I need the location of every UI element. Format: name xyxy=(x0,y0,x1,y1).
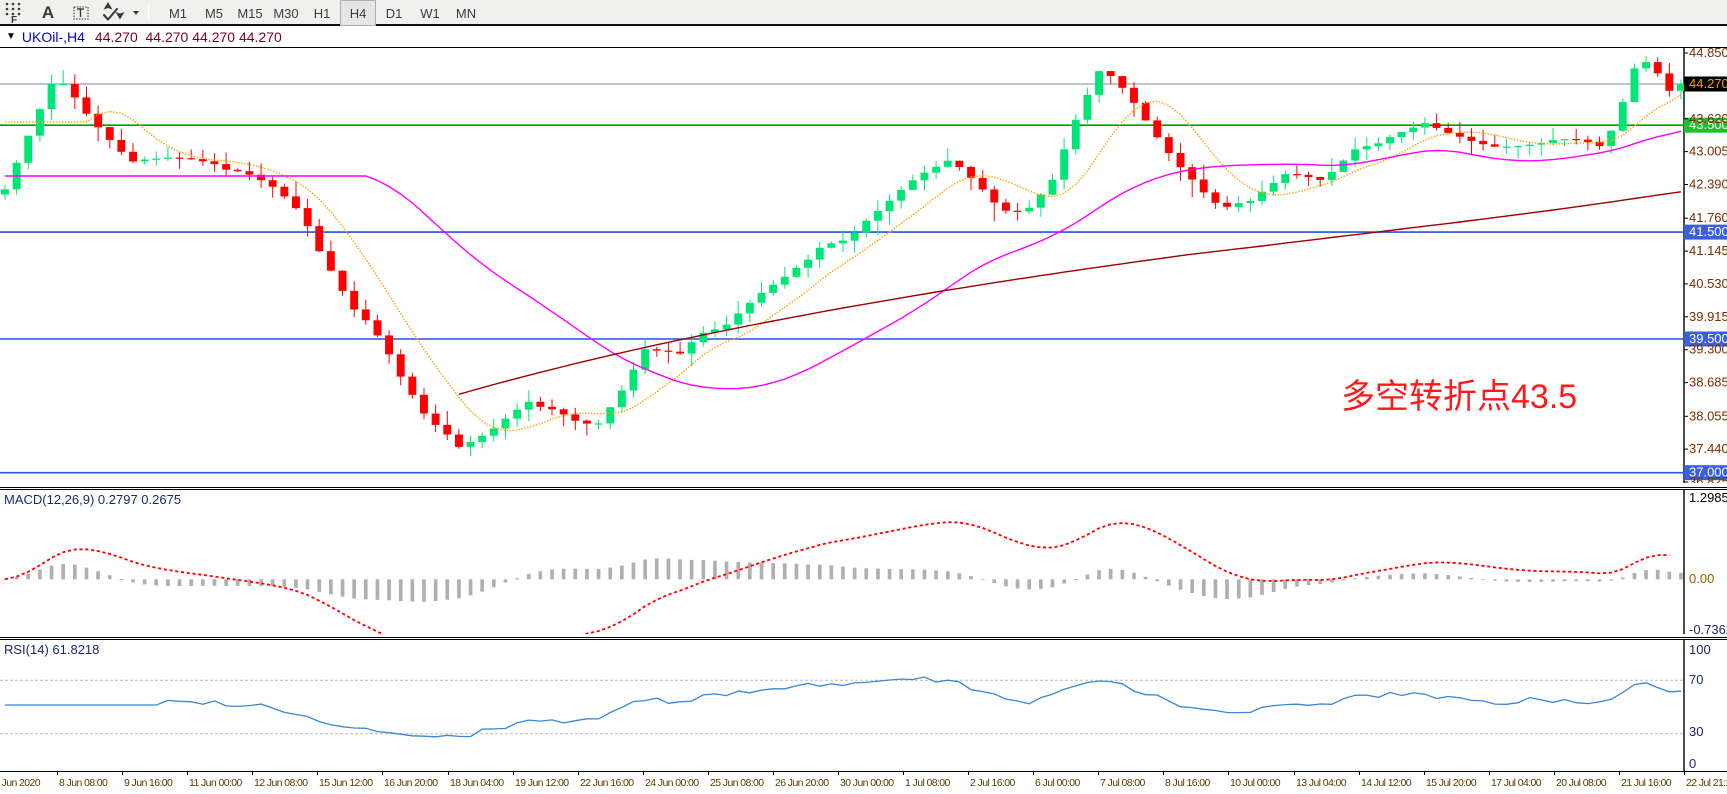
svg-text:42.390: 42.390 xyxy=(1689,177,1727,192)
svg-text:100: 100 xyxy=(1689,642,1711,657)
svg-text:39.300: 39.300 xyxy=(1689,342,1727,357)
svg-text:0: 0 xyxy=(1689,756,1696,771)
svg-text:30: 30 xyxy=(1689,724,1703,739)
svg-text:1.2985: 1.2985 xyxy=(1689,490,1727,505)
svg-text:41.760: 41.760 xyxy=(1689,210,1727,225)
svg-text:43.005: 43.005 xyxy=(1689,144,1727,159)
svg-text:36.825: 36.825 xyxy=(1689,474,1727,483)
svg-text:38.685: 38.685 xyxy=(1689,375,1727,390)
svg-text:40.530: 40.530 xyxy=(1689,276,1727,291)
svg-text:70: 70 xyxy=(1689,672,1703,687)
svg-text:44.850: 44.850 xyxy=(1689,48,1727,60)
svg-text:43.620: 43.620 xyxy=(1689,111,1727,126)
svg-text:0.00: 0.00 xyxy=(1689,571,1714,586)
svg-text:-0.7362: -0.7362 xyxy=(1689,622,1727,634)
svg-text:多空转折点43.5: 多空转折点43.5 xyxy=(1341,378,1577,416)
svg-text:38.055: 38.055 xyxy=(1689,408,1727,423)
svg-text:F: F xyxy=(11,15,17,26)
svg-text:39.915: 39.915 xyxy=(1689,309,1727,324)
svg-text:44.270: 44.270 xyxy=(1689,76,1727,91)
svg-text:37.440: 37.440 xyxy=(1689,441,1727,456)
svg-text:41.145: 41.145 xyxy=(1689,243,1727,258)
svg-text:41.500: 41.500 xyxy=(1689,224,1727,239)
